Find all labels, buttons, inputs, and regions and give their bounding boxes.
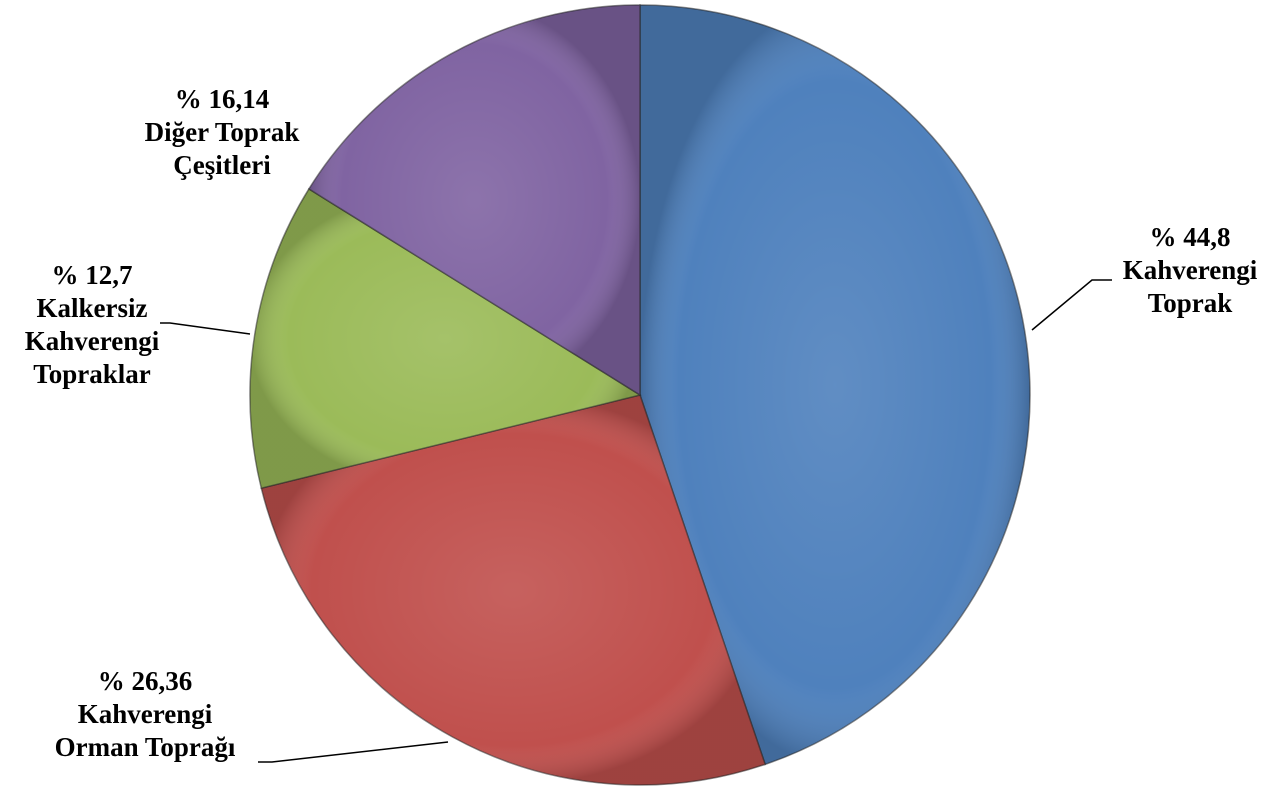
pie-slice-shading — [261, 395, 766, 785]
slice-percent-label: % 12,7 — [52, 260, 133, 290]
leader-line-kalkersiz-kahverengi-topraklar — [160, 322, 251, 335]
slice-name-label: Kalkersiz — [37, 293, 148, 323]
slice-name-label: Toprak — [1148, 288, 1233, 318]
slice-label-kahverengi-toprak: % 44,8 Kahverengi Toprak — [1123, 222, 1258, 318]
slice-name-label: Kahverengi — [78, 699, 213, 729]
slice-name-label: Orman Toprağı — [55, 732, 236, 762]
leader-line-kahverengi-orman-topragi — [258, 741, 449, 763]
slice-name-label: Kahverengi — [1123, 255, 1258, 285]
pie-slices — [249, 4, 1031, 786]
slice-name-label: Diğer Toprak — [145, 117, 300, 147]
slice-name-label: Topraklar — [33, 359, 151, 389]
leader-line-kahverengi-toprak — [1031, 279, 1112, 331]
slice-percent-label: % 44,8 — [1150, 222, 1231, 252]
slice-percent-label: % 16,14 — [175, 84, 270, 114]
slice-percent-label: % 26,36 — [98, 666, 193, 696]
slice-labels: % 44,8 Kahverengi Toprak% 26,36 Kahverengi O… — [25, 84, 1258, 762]
pie-slice-shading — [640, 5, 1031, 765]
pie-slice-shading — [250, 188, 641, 489]
slice-name-label: Kahverengi — [25, 326, 160, 356]
slice-label-kahverengi-orman-topragi: % 26,36 Kahverengi Orman Toprağı — [55, 666, 236, 762]
slice-name-label: Çeşitleri — [173, 150, 271, 180]
pie-slice-shading — [308, 4, 640, 395]
slice-label-kalkersiz-kahverengi-topraklar: % 12,7 Kalkersiz Kahverengi Topraklar — [25, 260, 160, 389]
leader-lines — [160, 279, 1112, 763]
slice-label-diger-toprak-cesitleri: % 16,14 Diğer Toprak Çeşitleri — [145, 84, 300, 180]
